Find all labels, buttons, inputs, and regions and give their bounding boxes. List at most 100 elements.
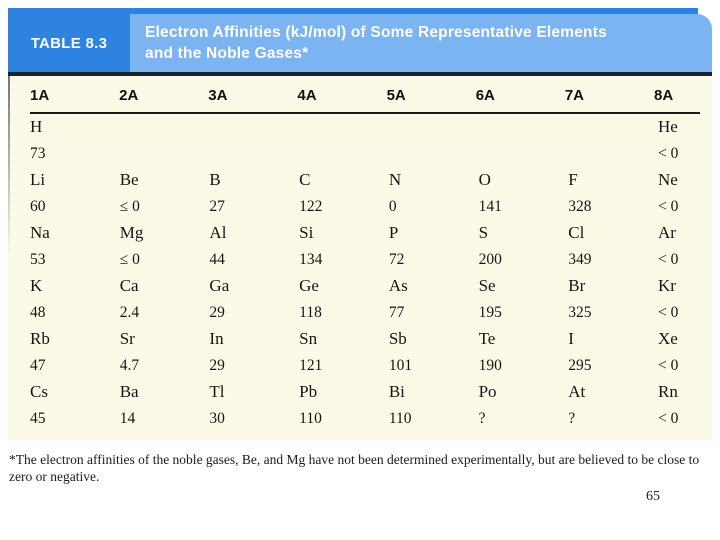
- element-symbol: Na: [30, 223, 50, 242]
- element-symbol: F: [568, 170, 578, 189]
- element-symbol: Sr: [119, 329, 135, 348]
- element-value: [389, 140, 479, 167]
- element-value: 141: [478, 198, 502, 215]
- element-symbol: P: [388, 223, 399, 242]
- element-symbol: [389, 114, 479, 140]
- element-symbol: Sb: [388, 329, 407, 348]
- element-symbol: Bi: [388, 382, 405, 401]
- element-symbol: [479, 114, 569, 140]
- element-value: [209, 140, 299, 167]
- element-symbol: Xe: [658, 329, 678, 348]
- element-value: ?: [568, 410, 576, 427]
- element-value: 60: [30, 198, 46, 215]
- element-symbol: Be: [119, 170, 139, 189]
- element-symbol: Li: [30, 170, 46, 189]
- element-symbol-row: Na Mg Al Si P S Cl Ar: [30, 220, 704, 246]
- element-symbol: I: [568, 329, 574, 348]
- column-header-3a: 3A: [208, 87, 228, 104]
- element-value: 118: [299, 304, 322, 321]
- column-header-2a: 2A: [119, 87, 139, 104]
- element-value: [120, 140, 210, 167]
- column-header-5a: 5A: [386, 87, 406, 104]
- element-value: 77: [388, 304, 405, 321]
- element-value: < 0: [658, 251, 679, 268]
- page-number: 65: [646, 489, 660, 504]
- element-value: 190: [478, 357, 502, 374]
- element-symbol-row: Li Be B C N O F Ne: [30, 167, 704, 193]
- element-value: 110: [299, 410, 322, 427]
- element-value: 27: [209, 198, 225, 215]
- element-symbol: Kr: [658, 276, 676, 295]
- element-symbol-row: H He: [30, 114, 704, 140]
- element-value: 200: [478, 251, 502, 268]
- element-value: [479, 140, 569, 167]
- element-value: ≤ 0: [119, 198, 140, 215]
- element-value: 44: [209, 251, 225, 268]
- element-value: [299, 140, 389, 167]
- element-value: 73: [30, 145, 46, 162]
- element-symbol: Te: [478, 329, 496, 348]
- element-symbol-row: Rb Sr In Sn Sb Te I Xe: [30, 326, 704, 352]
- element-symbol: S: [478, 223, 489, 242]
- element-value: 29: [209, 357, 225, 374]
- element-symbol: Br: [568, 276, 586, 295]
- element-symbol: [120, 114, 210, 140]
- table-figure: TABLE 8.3 Electron Affinities (kJ/mol) o…: [8, 8, 712, 485]
- element-symbol: At: [568, 382, 586, 401]
- element-value: < 0: [658, 304, 679, 321]
- element-symbol: Ge: [299, 276, 319, 295]
- element-symbol: Mg: [119, 223, 144, 242]
- element-symbol: [299, 114, 389, 140]
- element-value: ?: [478, 410, 486, 427]
- element-symbol: Se: [478, 276, 496, 295]
- electron-affinity-table: 1A 2A 3A 4A 5A 6A 7A 8A H He 73 < 0 Li Be B C N O F Ne 60 ≤ …: [8, 76, 712, 440]
- group-column-headers: 1A 2A 3A 4A 5A 6A 7A 8A: [30, 86, 700, 114]
- element-symbol-row: K Ca Ga Ge As Se Br Kr: [30, 273, 704, 299]
- element-symbol: Ar: [658, 223, 676, 242]
- table-footnote: *The electron affinities of the noble ga…: [9, 452, 700, 484]
- element-value-row: 47 4.7 29 121 101 190 295 < 0: [30, 352, 704, 379]
- table-header-band: TABLE 8.3 Electron Affinities (kJ/mol) o…: [8, 14, 712, 72]
- element-symbol: As: [388, 276, 408, 295]
- column-header-8a: 8A: [654, 87, 674, 104]
- table-title-line2: and the Noble Gases*: [145, 45, 309, 62]
- element-value: 4.7: [119, 357, 140, 374]
- element-value: < 0: [658, 198, 679, 215]
- header-divider-rule: [8, 72, 712, 76]
- element-symbol: [209, 114, 299, 140]
- left-edge-shadow: [8, 76, 10, 258]
- table-body: H He 73 < 0 Li Be B C N O F Ne 60 ≤ 0 27 122 0 141 328 < 0 N…: [30, 114, 704, 432]
- element-value: 2.4: [119, 304, 140, 321]
- column-header-1a: 1A: [30, 87, 50, 104]
- element-symbol: B: [209, 170, 221, 189]
- element-value-row: 53 ≤ 0 44 134 72 200 349 < 0: [30, 246, 704, 273]
- table-title-line1: Electron Affinities (kJ/mol) of Some Rep…: [145, 24, 607, 41]
- element-symbol: Tl: [209, 382, 225, 401]
- element-value: 349: [568, 251, 592, 268]
- element-value: 110: [388, 410, 412, 427]
- element-value: 45: [30, 410, 46, 427]
- element-value: 30: [209, 410, 225, 427]
- element-symbol: Po: [478, 382, 497, 401]
- element-value: ≤ 0: [119, 251, 140, 268]
- element-symbol: He: [658, 117, 678, 136]
- header-top-strip: [8, 8, 698, 14]
- element-value: < 0: [658, 357, 679, 374]
- element-value: 53: [30, 251, 46, 268]
- element-symbol: H: [30, 117, 43, 136]
- element-symbol: Ne: [658, 170, 678, 189]
- table-number-label: TABLE 8.3: [8, 14, 130, 72]
- element-symbol: [568, 114, 658, 140]
- column-header-4a: 4A: [297, 87, 317, 104]
- element-value: 295: [568, 357, 592, 374]
- element-value: 122: [299, 198, 323, 215]
- element-symbol: Ga: [209, 276, 230, 295]
- element-value-row: 60 ≤ 0 27 122 0 141 328 < 0: [30, 193, 704, 220]
- element-symbol: Sn: [299, 329, 318, 348]
- column-header-7a: 7A: [564, 87, 585, 104]
- element-symbol-row: Cs Ba Tl Pb Bi Po At Rn: [30, 379, 704, 405]
- element-value: 328: [568, 198, 592, 215]
- element-symbol: Si: [299, 223, 314, 242]
- element-symbol: Pb: [299, 382, 318, 401]
- element-value: 101: [388, 357, 413, 374]
